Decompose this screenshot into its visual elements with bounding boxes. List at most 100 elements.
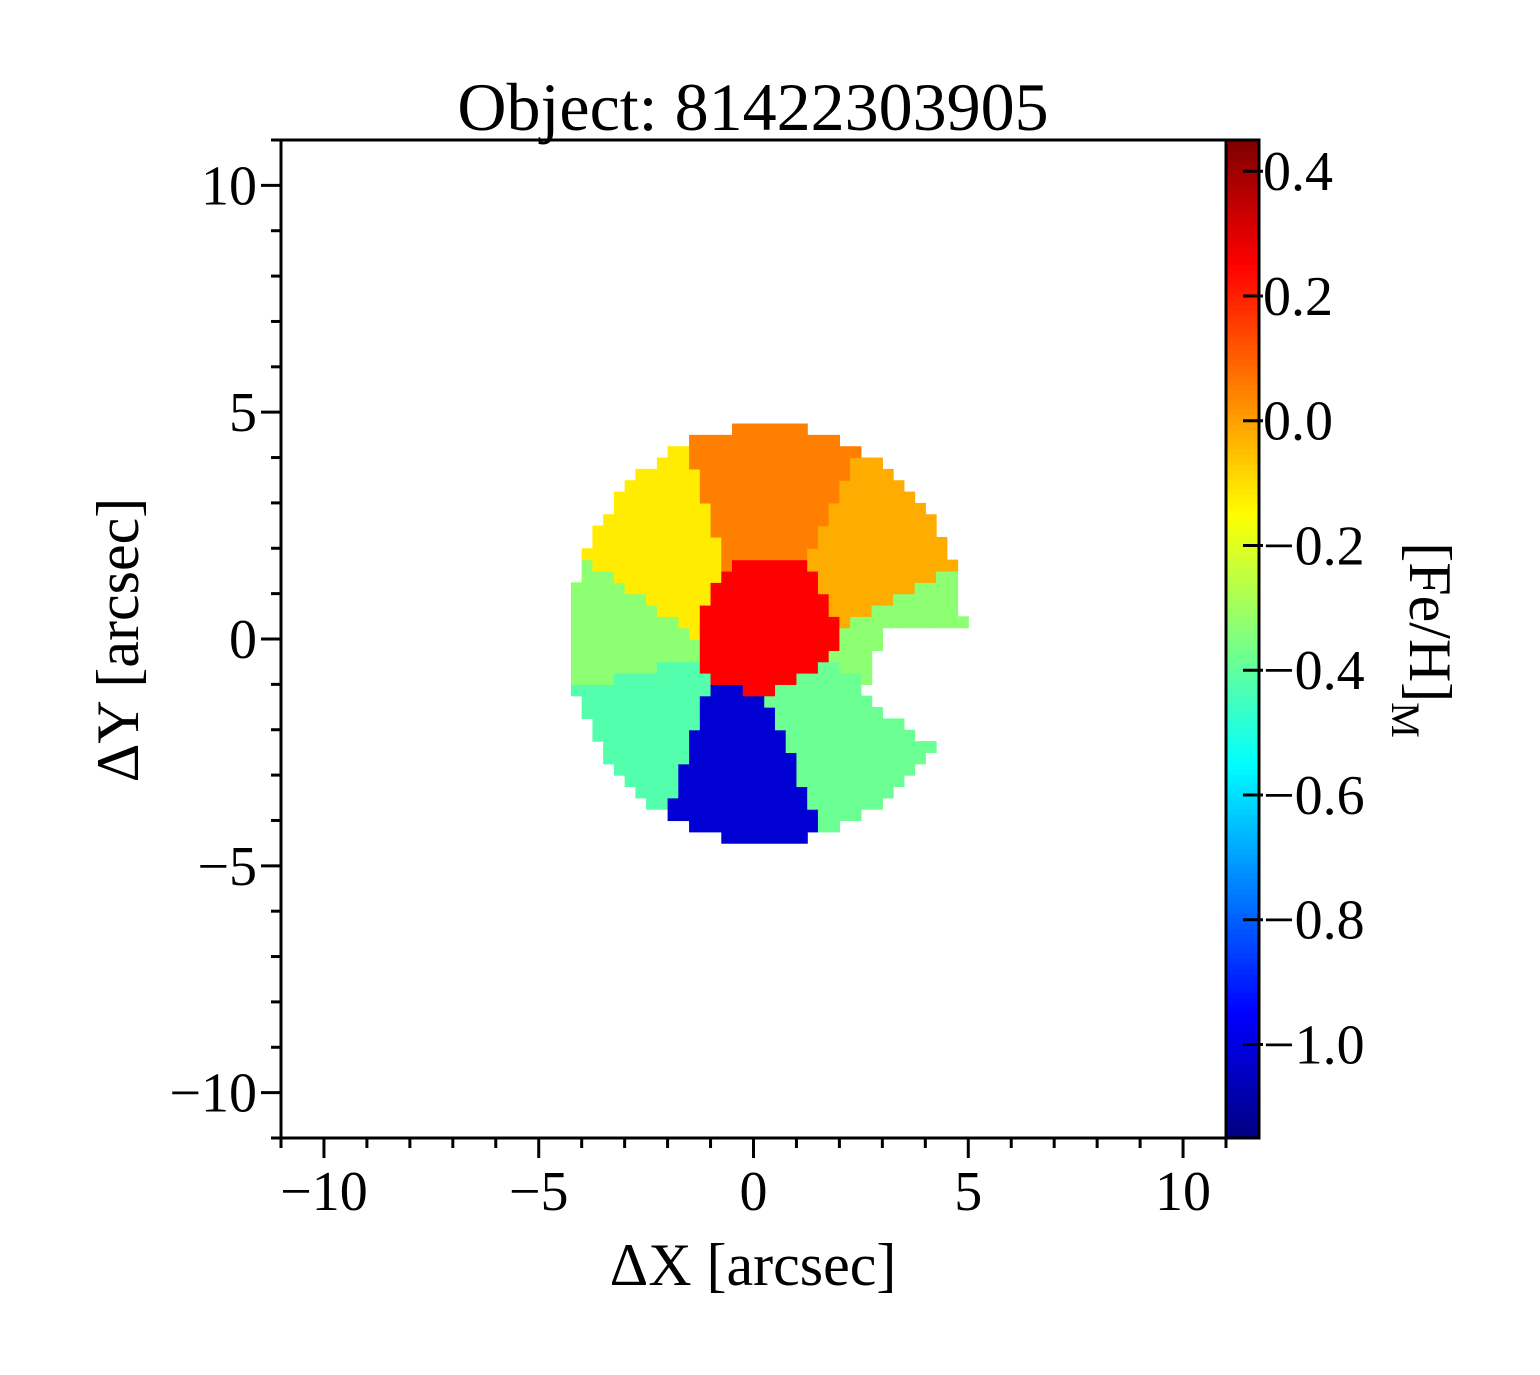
map-pixel xyxy=(753,548,765,561)
map-pixel xyxy=(603,525,615,538)
map-pixel xyxy=(721,627,733,640)
map-pixel xyxy=(721,661,733,674)
map-pixel xyxy=(764,536,776,549)
map-pixel xyxy=(732,593,744,606)
map-pixel xyxy=(678,627,690,640)
map-pixel xyxy=(850,559,862,572)
map-pixel xyxy=(678,673,690,685)
map-pixel xyxy=(850,639,862,651)
map-pixel xyxy=(732,695,744,708)
colorbar-segment xyxy=(1226,349,1259,356)
map-pixel xyxy=(721,593,733,606)
map-pixel xyxy=(678,457,690,470)
map-pixel xyxy=(646,661,658,674)
map-pixel xyxy=(603,684,615,697)
map-pixel xyxy=(689,707,701,719)
map-pixel xyxy=(764,707,776,719)
map-pixel xyxy=(710,639,722,651)
colorbar-segment xyxy=(1226,334,1259,341)
map-pixel xyxy=(699,809,712,822)
map-pixel xyxy=(678,548,690,561)
map-pixel xyxy=(689,684,701,697)
colorbar-segment xyxy=(1226,274,1259,281)
colorbar-segment xyxy=(1226,693,1259,700)
map-pixel xyxy=(796,718,808,731)
map-pixel xyxy=(678,616,690,629)
map-pixel xyxy=(807,480,819,493)
colorbar-segment xyxy=(1226,778,1259,785)
map-pixel xyxy=(839,786,851,799)
map-pixel xyxy=(742,434,755,447)
map-pixel xyxy=(871,639,883,651)
map-pixel xyxy=(742,457,755,470)
map-pixel xyxy=(667,446,679,459)
colorbar-segment xyxy=(1226,888,1259,895)
y-tick-label: 0 xyxy=(229,609,257,671)
colorbar-segment xyxy=(1226,973,1259,979)
map-pixel xyxy=(710,741,722,754)
map-pixel xyxy=(753,729,765,742)
map-pixel xyxy=(817,468,830,481)
colorbar-segment xyxy=(1226,449,1259,455)
colorbar-segment xyxy=(1226,958,1259,964)
map-pixel xyxy=(850,480,862,493)
map-pixel xyxy=(732,480,744,493)
map-pixel xyxy=(785,525,798,538)
map-pixel xyxy=(667,775,679,788)
map-pixel xyxy=(667,797,679,810)
map-pixel xyxy=(581,548,594,561)
map-pixel xyxy=(817,570,830,583)
colorbar-segment xyxy=(1226,953,1259,959)
colorbar-segment xyxy=(1226,254,1259,261)
map-pixel xyxy=(828,729,841,742)
map-pixel xyxy=(785,831,798,844)
map-pixel xyxy=(817,797,830,810)
map-pixel xyxy=(721,650,733,663)
map-pixel xyxy=(850,582,862,595)
map-pixel xyxy=(807,514,819,527)
map-pixel xyxy=(742,514,755,527)
map-pixel xyxy=(710,684,722,697)
map-pixel xyxy=(850,514,862,527)
map-pixel xyxy=(613,627,626,640)
map-pixel xyxy=(774,468,787,481)
map-pixel xyxy=(656,718,669,731)
map-pixel xyxy=(613,741,626,754)
map-pixel xyxy=(656,491,669,504)
colorbar-segment xyxy=(1226,414,1259,421)
map-pixel xyxy=(699,548,712,561)
colorbar-segment xyxy=(1226,1058,1259,1064)
map-pixel xyxy=(570,593,583,606)
map-pixel xyxy=(796,763,808,776)
colorbar-segment xyxy=(1226,339,1259,346)
map-pixel xyxy=(689,593,701,606)
map-pixel xyxy=(732,468,744,481)
map-pixel xyxy=(613,673,626,685)
map-pixel xyxy=(721,639,733,651)
map-pixel xyxy=(828,627,841,640)
colorbar-segment xyxy=(1226,848,1259,855)
map-pixel xyxy=(624,582,636,595)
colorbar-segment xyxy=(1226,574,1259,580)
map-pixel xyxy=(860,752,873,765)
map-pixel xyxy=(893,741,905,754)
map-pixel xyxy=(753,809,765,822)
map-pixel xyxy=(828,548,841,561)
map-pixel xyxy=(603,593,615,606)
map-pixel xyxy=(592,559,604,572)
map-pixel xyxy=(871,763,883,776)
map-pixel xyxy=(839,661,851,674)
map-pixel xyxy=(828,752,841,765)
map-pixel xyxy=(936,582,948,595)
map-pixel xyxy=(850,650,862,663)
colorbar-segment xyxy=(1226,534,1259,540)
colorbar-segment xyxy=(1226,549,1259,555)
map-pixel xyxy=(689,763,701,776)
map-pixel xyxy=(774,741,787,754)
map-pixel xyxy=(570,650,583,663)
colorbar-axis: 0.4 0.2 0.0 −0.2 −0.4 −0.6 −0.8 −1.0 xyxy=(1243,141,1365,1076)
map-pixel xyxy=(742,604,755,617)
map-pixel xyxy=(635,639,647,651)
map-pixel xyxy=(914,559,926,572)
map-pixel xyxy=(742,616,755,629)
